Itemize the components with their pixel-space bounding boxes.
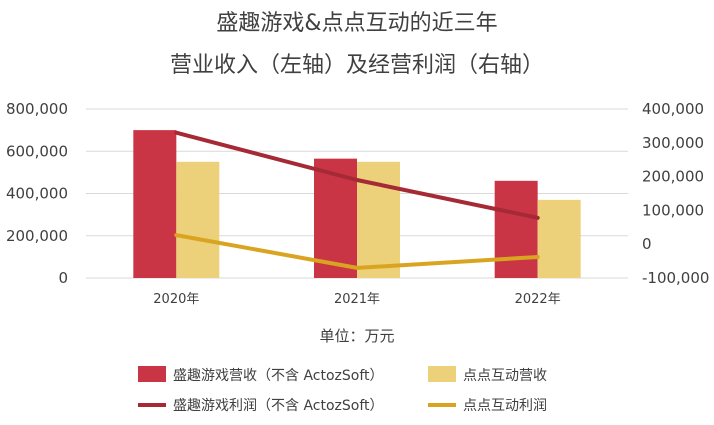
legend-label-bar-1: 盛趣游戏营收（不含 ActozSoft） xyxy=(173,368,384,384)
legend-label-line-2: 点点互动利润 xyxy=(463,398,547,414)
left-axis-tick-label: 400,000 xyxy=(6,185,68,203)
legend-label-line-1: 盛趣游戏利润（不含 ActozSoft） xyxy=(173,398,384,414)
right-axis-tick-label: 200,000 xyxy=(642,168,704,186)
left-axis-tick-label: 600,000 xyxy=(6,142,68,160)
category-label: 2020年 xyxy=(153,292,199,307)
right-axis-ticks: -100,000 0 100,000 200,000 300,000 400,000 xyxy=(642,100,709,287)
category-labels: 2020年 2021年 2022年 xyxy=(153,292,560,307)
bar-2-2022年 xyxy=(537,199,581,278)
chart-title-line-1: 盛趣游戏&点点互动的近三年 xyxy=(216,11,497,36)
right-axis-tick-label: 0 xyxy=(642,235,652,253)
category-label: 2022年 xyxy=(515,292,561,307)
legend-label-bar-2: 点点互动营收 xyxy=(463,368,547,384)
bar-series xyxy=(133,130,581,278)
line-2 xyxy=(174,233,540,270)
bar-2-2021年 xyxy=(357,161,400,278)
unit-label: 单位：万元 xyxy=(319,327,394,345)
right-axis-tick-label: 400,000 xyxy=(642,100,704,118)
legend-swatch-bar-2 xyxy=(428,366,456,382)
left-axis-tick-label: 0 xyxy=(58,269,68,287)
category-label: 2021年 xyxy=(334,292,380,307)
legend: 盛趣游戏营收（不含 ActozSoft） 点点互动营收 盛趣游戏利润（不含 Ac… xyxy=(138,366,547,414)
legend-swatch-bar-1 xyxy=(138,366,166,382)
left-axis-tick-label: 200,000 xyxy=(6,227,68,245)
bar-2-2020年 xyxy=(176,161,220,278)
chart-title-line-2: 营业收入（左轴）及经营利润（右轴） xyxy=(170,53,544,78)
bar-1-2022年 xyxy=(494,180,538,278)
left-axis-tick-label: 800,000 xyxy=(6,100,68,118)
right-axis-tick-label: 100,000 xyxy=(642,201,704,219)
right-axis-tick-label: -100,000 xyxy=(642,269,709,287)
right-axis-tick-label: 300,000 xyxy=(642,134,704,152)
line-series xyxy=(174,130,540,270)
line-1 xyxy=(174,130,540,220)
left-axis-ticks: 0 200,000 400,000 600,000 800,000 xyxy=(6,100,68,287)
bar-1-2020年 xyxy=(133,130,177,278)
